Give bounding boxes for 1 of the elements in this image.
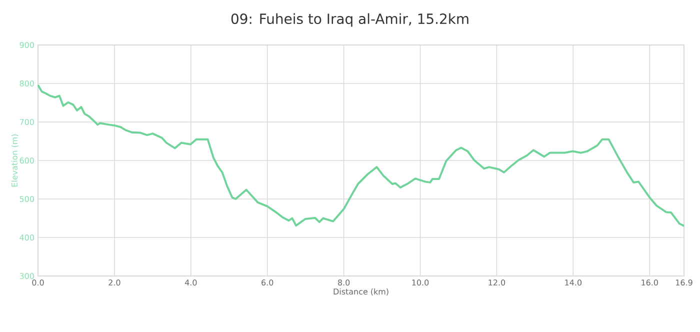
chart-title: 09: Fuheis to Iraq al-Amir, 15.2km	[231, 13, 468, 27]
